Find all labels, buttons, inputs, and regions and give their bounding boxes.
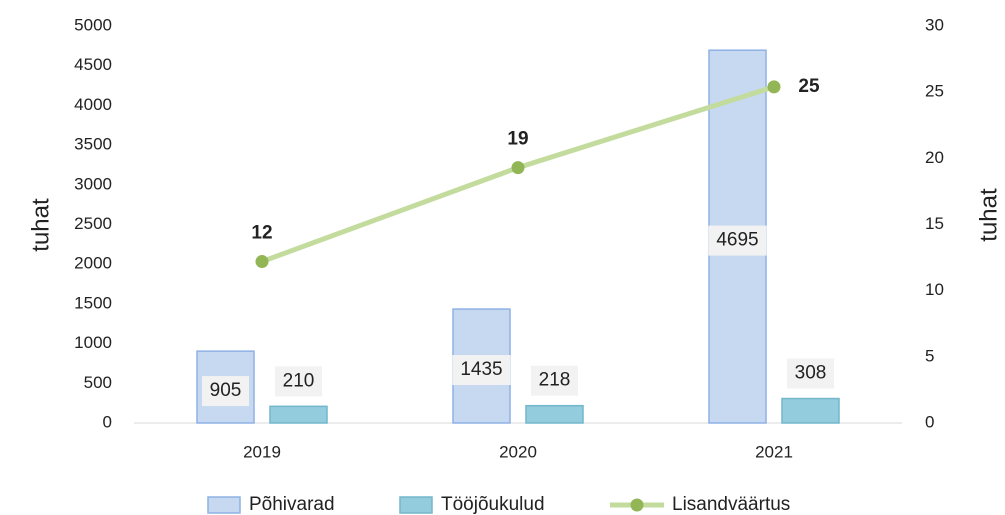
x-tick-label: 2019 [243, 442, 281, 461]
data-label-bg [708, 225, 767, 256]
data-label: 25 [798, 76, 820, 97]
data-label: 905 [210, 380, 242, 401]
y-tick-label: 4000 [74, 95, 112, 114]
bar [525, 404, 584, 424]
data-label: 1435 [460, 359, 502, 380]
line-marker [767, 80, 781, 94]
y-tick-label: 5000 [74, 15, 112, 34]
y2-tick-label: 15 [925, 214, 944, 233]
data-label: 218 [539, 370, 571, 391]
data-label: 4695 [716, 230, 758, 251]
bar [269, 405, 328, 424]
y2-axis-label: tuhat [975, 188, 1002, 242]
data-label: 19 [507, 129, 528, 150]
y-tick-label: 2000 [74, 254, 112, 273]
data-label-bg [275, 366, 322, 397]
data-label: 210 [283, 370, 315, 391]
y2-tick-label: 0 [925, 412, 934, 431]
x-tick-label: 2021 [755, 442, 793, 461]
data-label: 12 [251, 223, 272, 244]
data-label-bg [452, 355, 511, 386]
y-tick-label: 1500 [74, 293, 112, 312]
line-marker [511, 161, 525, 175]
y2-tick-label: 10 [925, 280, 944, 299]
bar [781, 397, 840, 424]
y2-tick-label: 30 [925, 15, 944, 34]
y2-tick-label: 5 [925, 346, 934, 365]
legend-swatch-marker [630, 498, 644, 512]
y2-tick-label: 25 [925, 82, 944, 101]
data-label-bg [787, 358, 834, 389]
y-tick-label: 1000 [74, 333, 112, 352]
y-tick-label: 4500 [74, 55, 112, 74]
y-tick-label: 3000 [74, 174, 112, 193]
line-marker [255, 255, 269, 269]
legend-label: Lisandväärtus [672, 494, 790, 515]
legend-swatch [207, 496, 241, 514]
legend-swatch [399, 496, 433, 514]
line [261, 84, 775, 264]
y-tick-label: 3500 [74, 135, 112, 154]
y2-tick-label: 20 [925, 148, 944, 167]
data-label-bg [202, 376, 249, 407]
data-label: 308 [795, 363, 827, 384]
y-tick-label: 500 [84, 373, 112, 392]
legend-label: Tööjõukulud [441, 494, 545, 515]
legend-label: Põhivarad [249, 494, 335, 515]
y-tick-label: 0 [103, 412, 112, 431]
y-axis-label: tuhat [27, 198, 54, 252]
y-tick-label: 2500 [74, 214, 112, 233]
data-label-bg [531, 365, 578, 396]
x-tick-label: 2020 [499, 442, 537, 461]
